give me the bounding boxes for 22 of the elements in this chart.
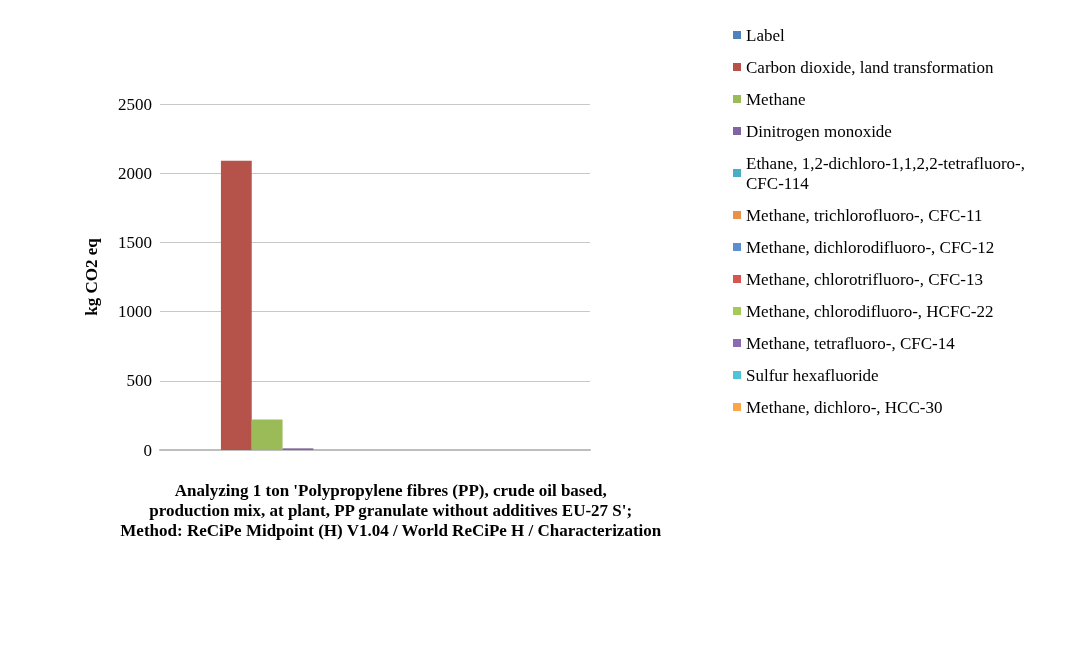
legend-label: Methane, dichlorodifluoro-, CFC-12 [746,237,995,257]
y-tick-label: 1500 [118,232,152,252]
y-tick-label: 0 [143,440,152,460]
y-tick-label: 1000 [118,302,152,322]
legend-label: Methane, chlorodifluoro-, HCFC-22 [746,301,994,321]
legend-label: Ethane, 1,2-dichloro-1,1,2,2-tetrafluoro-, CFC-114 [746,153,1030,193]
y-tick-label: 2500 [118,94,152,114]
bar [251,419,283,450]
legend-label: Methane, dichloro-, HCC-30 [746,397,943,417]
legend-label: Methane [746,89,806,109]
text: Analyzing 1 ton 'Polypropylene fibres (PP), crude oil based, production mix, at plant, PP granulate without additives EU-27 S'; Method: ReCiPe Midpoint (H) V1.04 / World ReCiPe H / Characterization [120,480,662,540]
legend-label: Carbon dioxide, land transformation [746,57,994,77]
legend-label: Methane, trichlorofluoro-, CFC-11 [746,205,983,225]
legend-label: Label [746,25,785,45]
y-tick-label: 500 [126,371,152,391]
legend-label: Methane, tetrafluoro-, CFC-14 [746,333,956,353]
legend-label: Dinitrogen monoxide [746,121,892,141]
legend-label: Sulfur hexafluoride [746,365,879,385]
y-tick-label: 2000 [118,163,152,183]
bar [220,160,252,450]
legend-label: Methane, chlorotrifluoro-, CFC-13 [746,269,984,289]
y-axis-title: kg CO2 eq [82,237,101,316]
